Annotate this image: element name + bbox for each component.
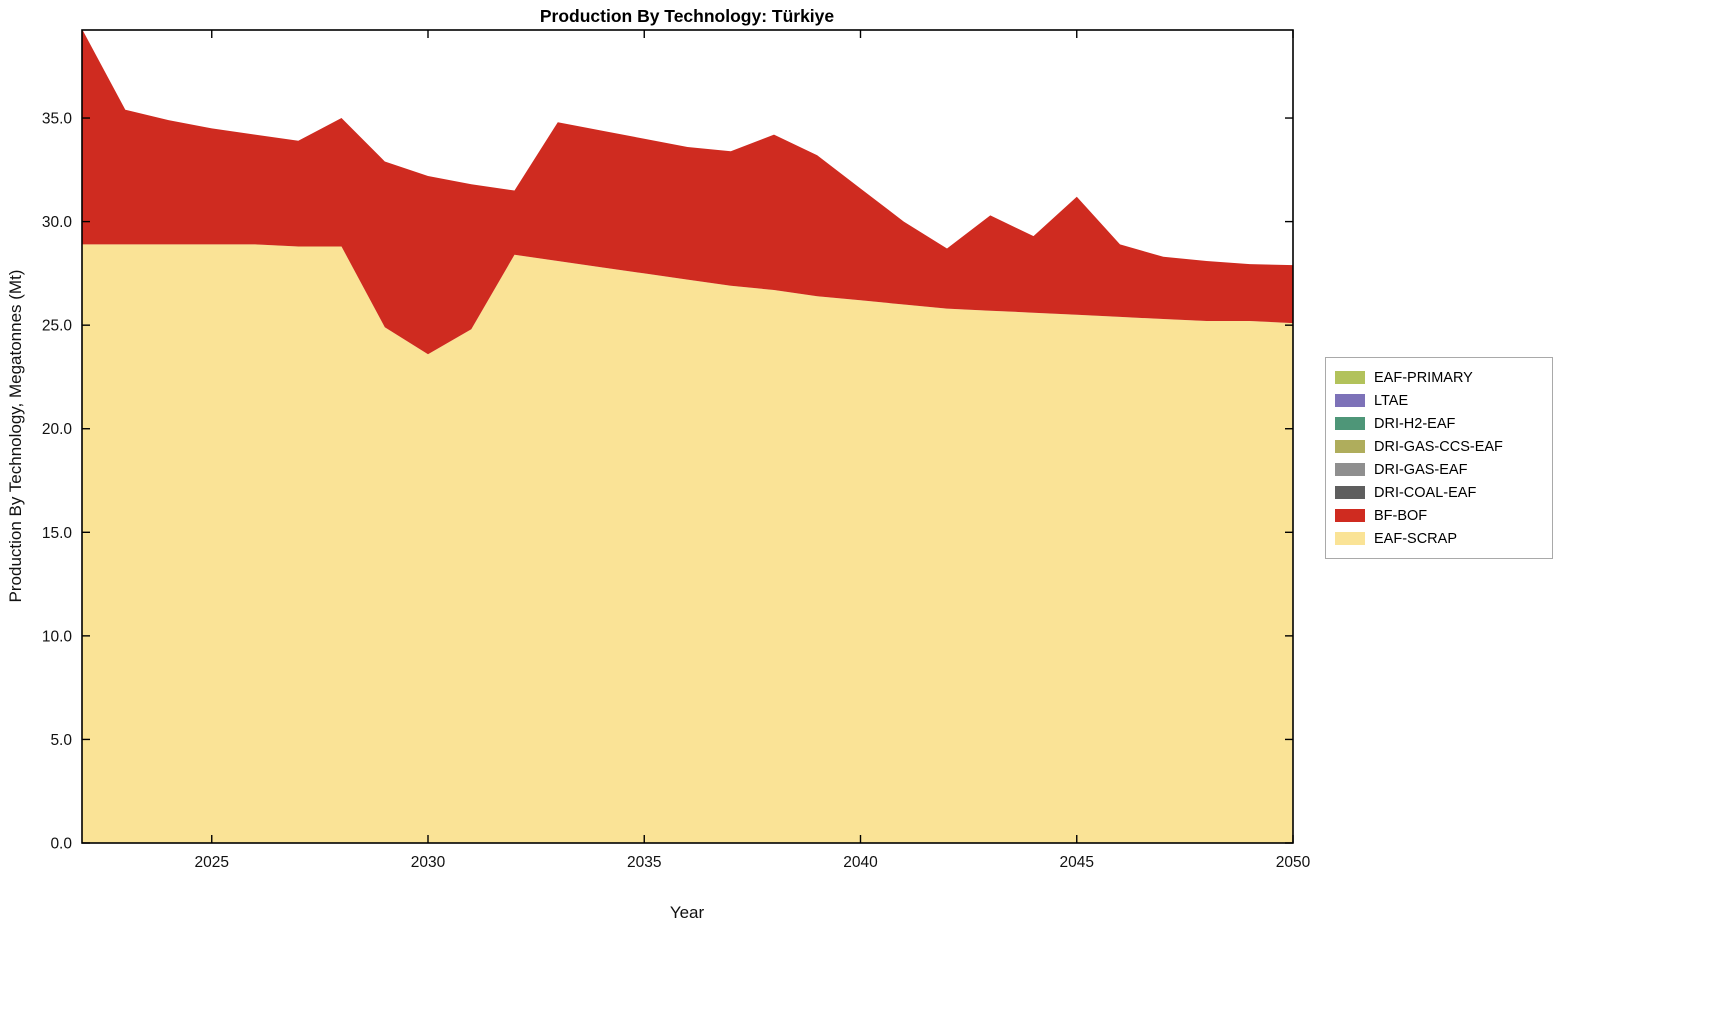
legend-item-label: BF-BOF (1374, 507, 1428, 524)
legend-item-label: DRI-COAL-EAF (1374, 484, 1477, 501)
chart-title: Production By Technology: Türkiye (539, 6, 835, 26)
legend-item-label: DRI-GAS-CCS-EAF (1374, 438, 1503, 455)
area-series-bf-bof (82, 30, 1293, 355)
legend-swatch-icon (1335, 532, 1365, 545)
legend-item: EAF-PRIMARY (1335, 366, 1546, 389)
legend-swatch-icon (1335, 371, 1365, 384)
x-tick-label: 2035 (627, 854, 661, 871)
legend-item: LTAE (1335, 389, 1546, 412)
y-tick-label: 35.0 (42, 111, 73, 128)
y-tick-label: 20.0 (42, 421, 73, 438)
x-tick-label: 2050 (1276, 854, 1311, 871)
legend-item-label: LTAE (1374, 392, 1409, 409)
legend-item: BF-BOF (1335, 504, 1546, 527)
legend-swatch-icon (1335, 440, 1365, 453)
legend-swatch-icon (1335, 509, 1365, 522)
legend-swatch-icon (1335, 394, 1365, 407)
legend-item: DRI-GAS-EAF (1335, 458, 1546, 481)
legend-item: EAF-SCRAP (1335, 527, 1546, 550)
legend: EAF-PRIMARY LTAE DRI-H2-EAF DRI-GAS-CCS-EAF… (1325, 357, 1553, 559)
legend-item-label: EAF-PRIMARY (1374, 369, 1473, 386)
area-series-eaf-scrap (82, 244, 1293, 843)
legend-item-label: DRI-GAS-EAF (1374, 461, 1468, 478)
y-tick-label: 0.0 (50, 836, 72, 853)
legend-item: DRI-H2-EAF (1335, 412, 1546, 435)
y-tick-label: 10.0 (42, 628, 73, 645)
legend-item-label: DRI-H2-EAF (1374, 415, 1456, 432)
legend-item: DRI-COAL-EAF (1335, 481, 1546, 504)
legend-item-label: EAF-SCRAP (1374, 530, 1457, 547)
y-tick-label: 15.0 (42, 525, 73, 542)
x-tick-label: 2030 (411, 854, 446, 871)
plot-frame (81, 29, 1294, 844)
y-axis-label: Production By Technology, Megatonnes (Mt… (6, 269, 25, 603)
legend-item: DRI-GAS-CCS-EAF (1335, 435, 1546, 458)
legend-swatch-icon (1335, 463, 1365, 476)
x-axis-label: Year (669, 903, 705, 922)
x-tick-label: 2025 (195, 854, 229, 871)
x-tick-label: 2040 (843, 854, 878, 871)
legend-swatch-icon (1335, 486, 1365, 499)
legend-swatch-icon (1335, 417, 1365, 430)
y-tick-label: 25.0 (42, 318, 73, 335)
x-tick-label: 2045 (1060, 854, 1094, 871)
y-tick-label: 30.0 (42, 214, 73, 231)
y-tick-label: 5.0 (50, 732, 72, 749)
